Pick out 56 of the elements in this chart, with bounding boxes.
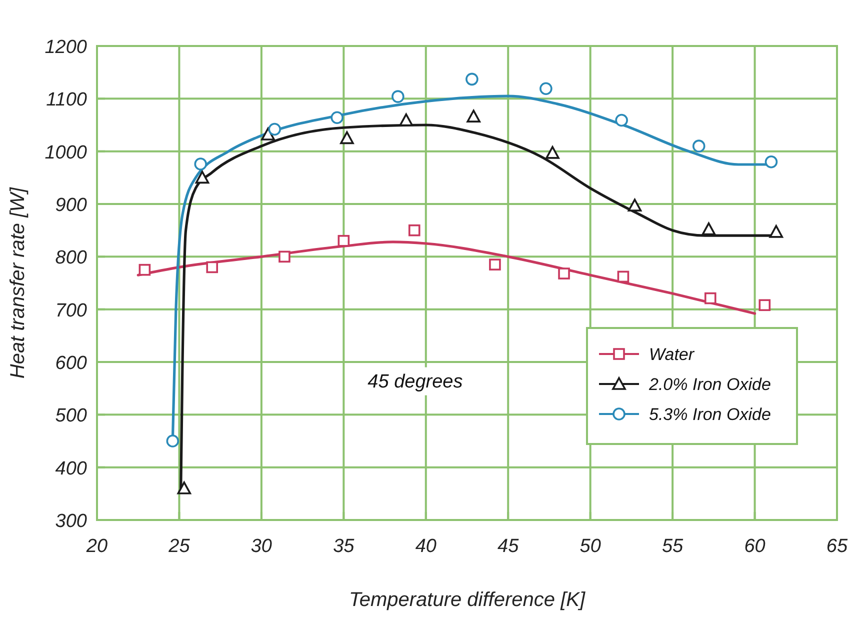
point [408, 224, 420, 236]
point [195, 170, 210, 184]
point [194, 158, 207, 170]
y-tick-label: 800 [55, 248, 88, 269]
point [340, 131, 354, 144]
x-tick-label: 40 [415, 536, 437, 557]
x-tick-label: 20 [85, 536, 108, 557]
x-tick-label: 65 [826, 536, 848, 557]
point [392, 90, 404, 103]
point [268, 122, 281, 136]
x-tick-label: 25 [168, 536, 190, 557]
y-tick-label: 1000 [44, 142, 88, 164]
y-tick-label: 400 [55, 458, 88, 480]
point [617, 270, 630, 283]
point [489, 258, 501, 270]
point [261, 128, 275, 140]
y-axis-title: Heat transfer rate [W] [7, 186, 29, 379]
y-tick-label: 600 [55, 353, 88, 374]
point [615, 114, 628, 127]
point [758, 299, 771, 312]
legend-label: 2.0% Iron Oxide [648, 375, 771, 394]
point [338, 234, 350, 247]
y-tick-label: 300 [55, 511, 88, 532]
x-tick-label: 55 [662, 536, 684, 557]
point [692, 140, 706, 152]
x-axis-title: Temperature difference [K] [348, 589, 586, 611]
point [466, 110, 480, 122]
x-tick-label: 60 [744, 536, 766, 557]
point [466, 72, 478, 86]
annotation: 45 degrees [368, 371, 464, 392]
point [704, 292, 716, 304]
legend-label: 5.3% Iron Oxide [649, 405, 771, 424]
point [769, 225, 784, 238]
point [764, 155, 778, 168]
point [206, 261, 218, 274]
x-tick-label: 50 [580, 536, 602, 557]
point [166, 434, 180, 448]
y-tick-label: 1100 [46, 90, 88, 111]
point [330, 111, 344, 124]
point [702, 222, 716, 236]
y-tick-label: 500 [55, 406, 88, 427]
point [558, 268, 570, 280]
x-tick-label: 30 [250, 536, 272, 557]
point [278, 250, 290, 263]
y-tick-label: 900 [55, 195, 88, 216]
point [399, 113, 414, 126]
point [546, 146, 560, 159]
x-tick-label: 35 [333, 536, 355, 557]
point [177, 482, 192, 494]
legend-label: Water [649, 345, 696, 364]
x-tick-label: 45 [498, 536, 520, 557]
y-tick-label: 1200 [44, 37, 88, 58]
y-tick-label: 700 [55, 300, 88, 322]
point [628, 198, 642, 212]
point [540, 82, 552, 96]
point [138, 264, 151, 276]
